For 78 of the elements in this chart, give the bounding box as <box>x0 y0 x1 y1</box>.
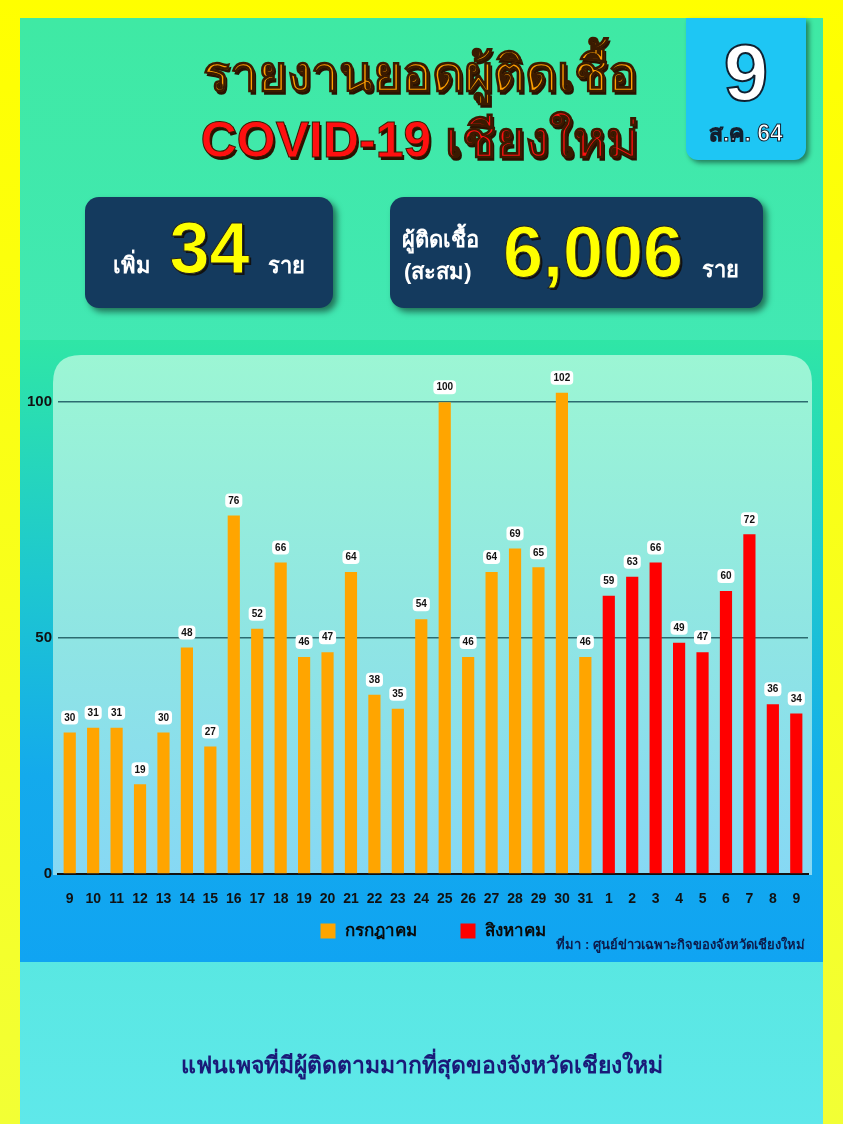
x-tick-label: 6 <box>722 890 731 907</box>
data-label: 30 <box>157 711 170 723</box>
text: ส.ค. 64 <box>708 119 784 148</box>
x-tick-label: 24 <box>413 890 430 907</box>
x-tick-label: 11 <box>109 890 125 907</box>
data-label: 49 <box>673 622 686 634</box>
data-label: 19 <box>134 763 147 775</box>
data-label: 54 <box>415 598 428 610</box>
x-tick-label: 9 <box>65 890 74 907</box>
text: เพิ่ม 34 ราย <box>113 208 305 288</box>
y-tick-label: 100 <box>26 392 52 410</box>
data-label: 66 <box>650 541 662 553</box>
x-tick-label: 14 <box>179 890 195 907</box>
data-label: 66 <box>275 541 287 553</box>
text: 6,006 <box>501 212 685 292</box>
data-label: 36 <box>767 683 779 695</box>
text: ที่มา : ศูนย์ข่าวเฉพาะกิจของจังหวัดเชียงใหม่ <box>556 936 805 954</box>
legend-label: สิงหาคม <box>484 920 546 940</box>
x-tick-label: 28 <box>507 890 524 907</box>
x-tick-label: 23 <box>390 890 406 907</box>
x-tick-label: 21 <box>343 890 359 907</box>
data-label: 46 <box>462 636 475 648</box>
data-label: 52 <box>251 607 264 619</box>
data-label: 38 <box>368 673 381 685</box>
x-tick-label: 10 <box>85 890 102 907</box>
x-tick-label: 12 <box>132 890 149 907</box>
text: 9 <box>722 28 770 118</box>
x-tick-label: 25 <box>436 890 453 907</box>
text: แฟนเพจที่มีผู้ติดตามมากที่สุดของจังหวัดเชียงใหม่ <box>179 1050 664 1080</box>
data-label: 27 <box>204 725 217 737</box>
data-label: 64 <box>345 551 357 563</box>
x-tick-label: 18 <box>272 890 289 907</box>
data-label: 47 <box>696 631 709 643</box>
x-tick-label: 4 <box>675 890 684 907</box>
x-tick-label: 22 <box>366 890 383 907</box>
data-label: 102 <box>553 372 571 383</box>
data-label: 30 <box>64 711 76 723</box>
y-tick-label: 50 <box>35 628 52 646</box>
data-label: 47 <box>321 631 334 643</box>
x-tick-label: 8 <box>768 890 777 907</box>
data-label: 64 <box>486 551 498 563</box>
data-label: 72 <box>743 513 756 525</box>
data-label: 35 <box>392 688 404 700</box>
data-label: 100 <box>436 381 454 393</box>
data-label: 31 <box>111 706 123 718</box>
x-tick-label: 5 <box>698 890 707 907</box>
legend-label: กรกฎาคม <box>344 920 417 940</box>
x-tick-label: 17 <box>249 890 266 907</box>
x-tick-label: 13 <box>155 890 172 907</box>
data-label: 34 <box>790 692 803 704</box>
x-tick-label: 3 <box>651 890 660 907</box>
data-label: 63 <box>626 556 639 567</box>
x-tick-label: 29 <box>530 890 547 907</box>
data-label: 69 <box>509 527 522 539</box>
x-tick-label: 26 <box>460 890 477 907</box>
data-label: 59 <box>603 574 615 586</box>
x-tick-label: 7 <box>745 890 754 907</box>
data-label: 76 <box>228 494 240 506</box>
x-tick-label: 2 <box>628 890 637 907</box>
x-tick-label: 20 <box>319 890 336 907</box>
data-label: 60 <box>720 570 732 582</box>
data-label: 48 <box>181 626 193 638</box>
x-tick-label: 30 <box>554 890 570 907</box>
text: ราย <box>702 256 739 284</box>
x-tick-label: 1 <box>604 890 613 907</box>
data-label: 46 <box>298 636 311 648</box>
chart-subtitle: COVID-19 เชียงใหม่ <box>199 110 641 170</box>
data-label: 65 <box>532 546 545 558</box>
x-tick-label: 15 <box>202 890 219 907</box>
data-label: 46 <box>579 636 592 648</box>
x-tick-label: 19 <box>296 890 313 907</box>
x-tick-label: 31 <box>577 890 594 907</box>
x-tick-label: 16 <box>225 890 242 907</box>
y-tick-label: 0 <box>43 864 52 882</box>
x-tick-label: 9 <box>792 890 801 907</box>
data-label: 31 <box>87 706 100 718</box>
text: (สะสม) <box>404 258 472 286</box>
x-tick-label: 27 <box>483 890 500 907</box>
